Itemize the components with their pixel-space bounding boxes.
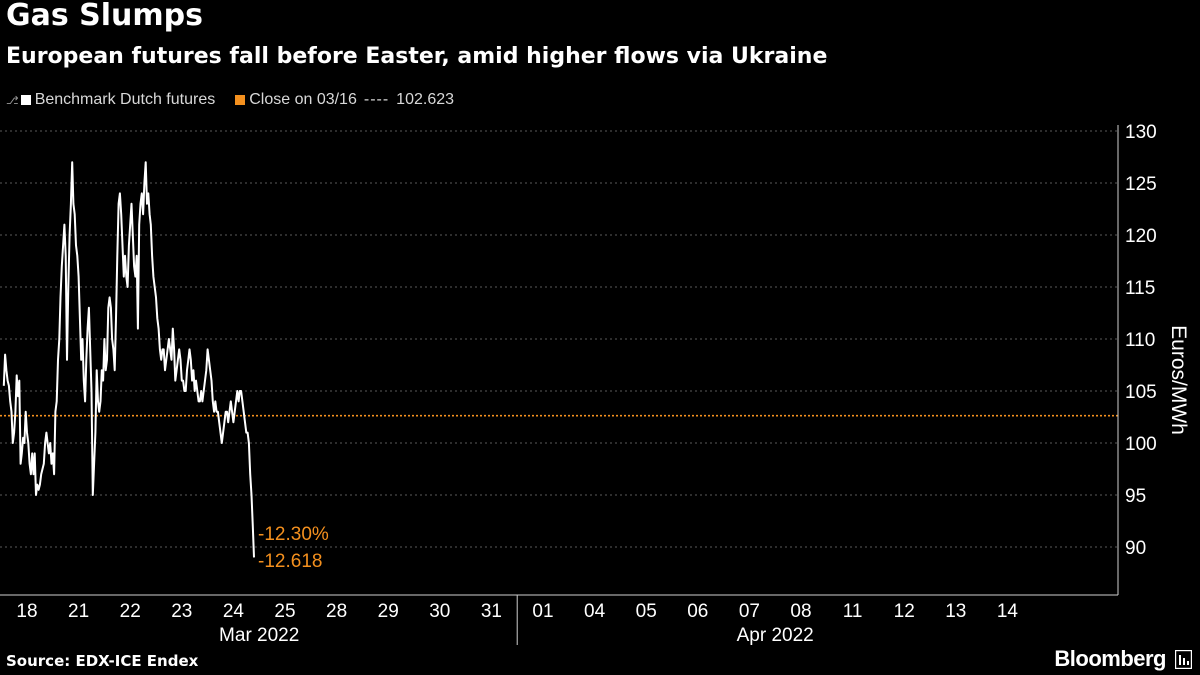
x-tick-label: 29	[378, 601, 399, 622]
x-tick-label: 22	[120, 601, 141, 622]
chart-title: Gas Slumps	[6, 0, 204, 33]
reference-swatch-icon	[235, 95, 246, 105]
x-tick-label: 04	[584, 601, 606, 622]
y-tick-label: 105	[1125, 382, 1157, 403]
legend-item-reference: Close on 03/16 ---- 102.623	[235, 91, 454, 109]
legend-reference-dashes: ----	[363, 91, 390, 108]
series-layer	[2, 161, 255, 558]
y-tick-label: 100	[1125, 434, 1157, 455]
month-label: Apr 2022	[737, 625, 814, 646]
y-tick-label: 95	[1125, 486, 1146, 507]
y-tick-label: 125	[1125, 174, 1157, 195]
month-label: Mar 2022	[219, 625, 299, 646]
x-tick-label: 06	[687, 601, 708, 622]
x-tick-label: 05	[636, 601, 657, 622]
y-axis-label: Euros/MWh	[1167, 325, 1190, 435]
x-tick-label: 23	[171, 601, 192, 622]
x-tick-label: 30	[429, 601, 450, 622]
y-tick-label: 120	[1125, 226, 1157, 247]
x-tick-label: 31	[481, 601, 502, 622]
grid-layer	[0, 130, 1118, 548]
legend-reference-value: 102.623	[396, 91, 455, 108]
x-tick-label: 08	[790, 601, 811, 622]
x-tick-label: 24	[223, 601, 245, 622]
bloomberg-terminal-icon	[1175, 650, 1192, 669]
annotation-absolute-change: -12.618	[258, 551, 322, 572]
source-note: Source: EDX-ICE Endex	[6, 652, 199, 670]
legend: ⎇ Benchmark Dutch futures Close on 03/16…	[6, 90, 474, 110]
series-swatch-icon	[20, 95, 31, 105]
x-tick-label: 25	[274, 601, 295, 622]
x-tick-label: 12	[894, 601, 915, 622]
y-tick-label: 90	[1125, 538, 1146, 559]
annotation-layer: -12.30% -12.618	[258, 524, 329, 572]
legend-reference-label: Close on 03/16	[249, 91, 357, 108]
x-tick-label: 14	[997, 601, 1019, 622]
y-tick-label: 110	[1125, 330, 1155, 351]
x-tick-label: 21	[68, 601, 89, 622]
x-tick-label: 07	[739, 601, 760, 622]
y-tick-label: 130	[1125, 122, 1157, 143]
chart-subtitle: European futures fall before Easter, ami…	[6, 44, 828, 69]
x-tick-label: 11	[843, 601, 863, 622]
legend-series-label: Benchmark Dutch futures	[34, 91, 216, 108]
brand-logo: Bloomberg	[1054, 646, 1166, 671]
x-tick-label: 01	[532, 601, 553, 622]
series-line	[2, 161, 255, 558]
line-series-icon: ⎇	[6, 94, 19, 107]
x-tick-label: 18	[16, 601, 37, 622]
x-tick-label: 13	[945, 601, 966, 622]
x-tick-label: 28	[326, 601, 347, 622]
annotation-percent-change: -12.30%	[258, 524, 329, 545]
legend-item-series: ⎇ Benchmark Dutch futures	[6, 91, 215, 109]
y-tick-label: 115	[1125, 278, 1155, 299]
